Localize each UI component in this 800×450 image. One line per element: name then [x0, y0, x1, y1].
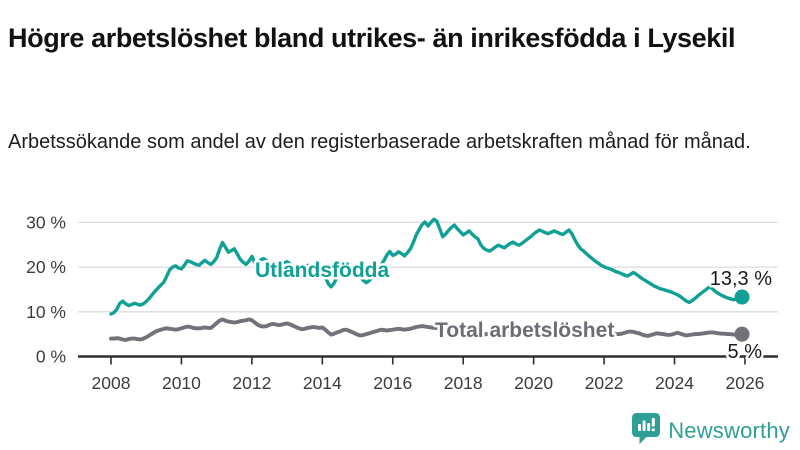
- series-label-utlandsfodda: Utlandsfödda: [255, 259, 389, 282]
- series-line-total: [109, 317, 744, 342]
- x-axis-tick-label: 2016: [373, 373, 412, 393]
- y-axis-tick-label: 30 %: [26, 212, 66, 232]
- newsworthy-speech-bubble-barchart-icon: [631, 412, 661, 450]
- newsworthy-logo-text: Newsworthy: [668, 418, 790, 443]
- x-axis-tick-label: 2012: [232, 373, 271, 393]
- x-axis-tick-label: 2022: [585, 373, 624, 393]
- x-axis-tick-label: 2008: [92, 373, 131, 393]
- series-line-utlandsfodda: [109, 217, 744, 316]
- x-axis-tick-label: 2010: [162, 373, 201, 393]
- chart-subtitle: Arbetssökande som andel av den registerb…: [8, 131, 751, 153]
- page-title: Högre arbetslöshet bland utrikes- än inr…: [8, 23, 736, 54]
- series-end-dot: [734, 289, 750, 305]
- x-axis-tick-label: 2024: [655, 373, 694, 393]
- y-axis-tick-label: 20 %: [26, 257, 66, 277]
- x-axis-tick-label: 2026: [725, 373, 764, 393]
- series-end-value-label: 5 %: [728, 341, 763, 363]
- series-end-value-label: 13,3 %: [710, 268, 772, 290]
- series-end-dot: [734, 326, 750, 342]
- newsworthy-logo[interactable]: Newsworthy: [631, 412, 790, 450]
- y-axis-tick-label: 10 %: [26, 302, 66, 322]
- y-axis-tick-label: 0 %: [36, 347, 66, 367]
- series-label-total: Total arbetslöshet: [435, 319, 614, 342]
- x-axis-tick-label: 2014: [303, 373, 342, 393]
- x-axis-tick-label: 2020: [514, 373, 553, 393]
- x-axis-tick-label: 2018: [444, 373, 483, 393]
